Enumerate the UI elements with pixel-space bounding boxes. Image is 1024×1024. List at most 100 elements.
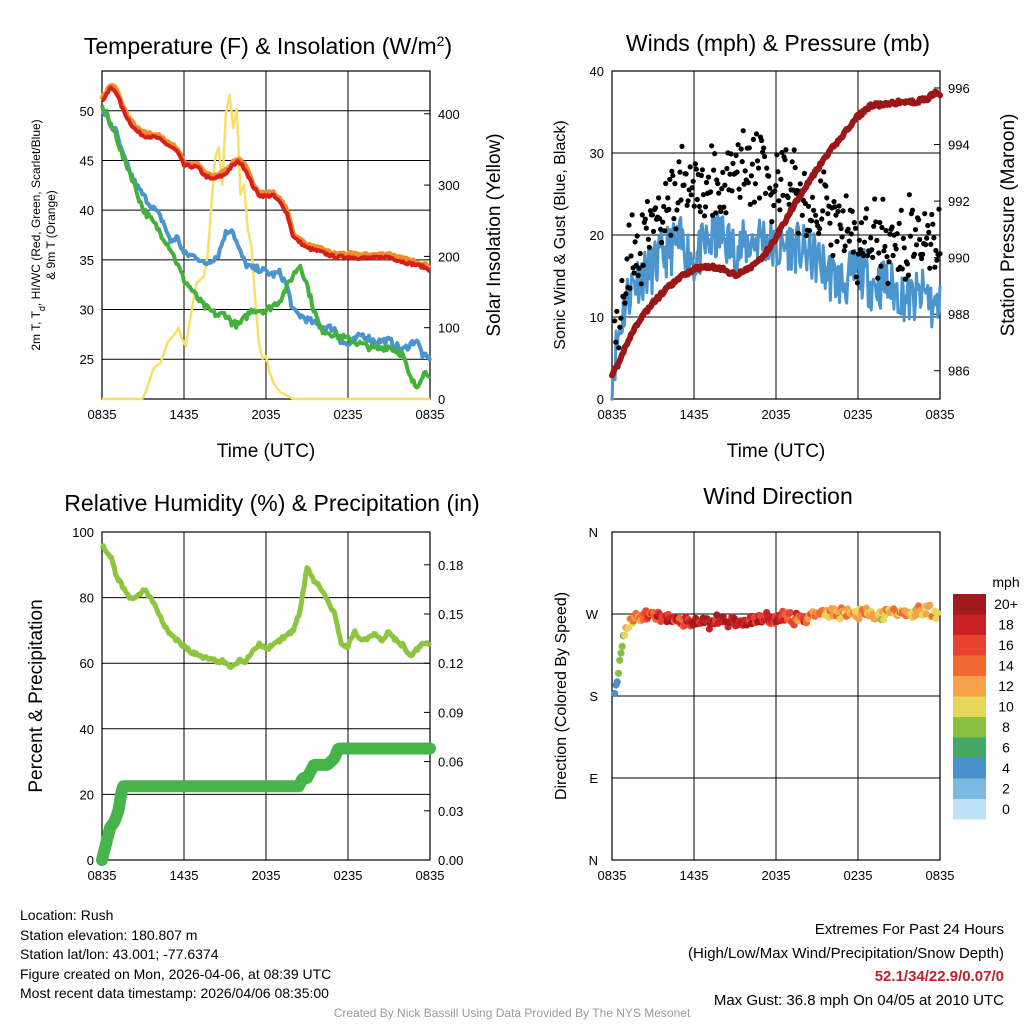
gust-point [753, 131, 760, 137]
insolation-y-tick-label: 400 [438, 107, 460, 122]
speed-legend-label: 14 [998, 658, 1014, 674]
gust-point [902, 276, 908, 282]
gust-point [884, 254, 890, 260]
gust-point [923, 242, 929, 248]
gust-point [766, 173, 772, 179]
gust-point [873, 219, 879, 225]
wind-x-tick-label: 2035 [762, 407, 791, 422]
gust-point [745, 180, 751, 186]
direction-y-tick-label: E [589, 771, 598, 786]
direction-x-tick-label: 2035 [762, 868, 791, 883]
gust-point [907, 233, 914, 239]
temperature-x-axis-label: Time (UTC) [217, 441, 316, 462]
gust-point [640, 262, 646, 268]
speed-legend-label: 4 [1002, 760, 1010, 776]
speed-legend-label: 0 [1002, 801, 1010, 817]
precip-y-tick-label: 0.15 [438, 607, 463, 622]
gust-point [702, 204, 709, 210]
pressure-y-tick-label: 994 [948, 138, 970, 153]
speed-legend-swatch [953, 717, 986, 738]
gust-point [729, 188, 735, 194]
gust-point [929, 211, 935, 218]
gust-point [691, 203, 697, 209]
speed-legend-swatch [953, 696, 986, 717]
gust-point [813, 212, 819, 218]
gust-point [801, 170, 808, 177]
direction-point [911, 612, 919, 620]
gust-point [894, 231, 900, 237]
speed-legend-label: 12 [998, 678, 1014, 694]
gust-point [789, 159, 795, 165]
gust-point [670, 172, 676, 179]
gust-point [932, 264, 938, 270]
gust-point [690, 178, 696, 184]
temperature-y-tick-label: 40 [80, 203, 94, 218]
gust-point [719, 186, 725, 192]
gust-point [631, 270, 637, 276]
speed-legend-swatch [953, 799, 986, 820]
speed-legend-swatch [953, 676, 986, 697]
gust-point [917, 236, 923, 243]
humidity-x-tick-label: 2035 [252, 868, 281, 883]
gust-point [727, 171, 733, 177]
humidity-chart: 0 20 40 60 80 100 0.00 0.03 0.06 0.09 0.12 0.15 0.18… [26, 490, 480, 883]
gust-point [889, 224, 895, 230]
gust-point [868, 235, 874, 241]
gust-point [780, 192, 786, 198]
temperature-y-tick-label: 45 [80, 153, 94, 168]
temperature-y-tick-label: 50 [80, 104, 94, 119]
temperature-x-tick-label: 1435 [170, 407, 199, 422]
direction-point [613, 678, 621, 686]
gust-point [747, 201, 753, 207]
gust-point [876, 250, 882, 256]
pressure-y-tick-label: 988 [948, 307, 970, 322]
gust-point [909, 207, 916, 213]
gust-point [701, 213, 708, 219]
speed-legend-swatch [953, 655, 986, 676]
gust-point [816, 230, 822, 236]
speed-legend-label: 20+ [994, 596, 1018, 612]
wind-x-axis-label: Time (UTC) [727, 441, 826, 462]
speed-legend-title: mph [992, 574, 1019, 590]
gust-point [899, 266, 905, 272]
title-end: ) [444, 33, 452, 59]
gust-point [839, 234, 845, 240]
gust-point [622, 300, 628, 306]
gust-point [717, 204, 723, 210]
gust-point [750, 136, 757, 142]
gust-point [787, 181, 793, 187]
temperature-chart-title: Temperature (F) & Insolation (W/m2) [84, 33, 452, 59]
winds-chart: 0 10 20 30 40 986 988 990 992 994 996 0835 1435 2035 0… [552, 30, 1019, 462]
temperature-y-tick-label: 30 [80, 303, 94, 318]
gust-point [799, 212, 805, 218]
direction-x-tick-label: 0835 [598, 868, 627, 883]
gust-point [681, 182, 687, 188]
gust-point [667, 176, 673, 183]
extremes-values: 52.1/34/22.9/0.07/0 [874, 968, 1004, 985]
gust-point [820, 208, 826, 214]
gust-point [814, 219, 820, 225]
insolation-y-tick-label: 0 [438, 392, 445, 407]
gust-point [708, 189, 714, 195]
gust-point [911, 251, 918, 257]
humidity-y-tick-label: 40 [80, 722, 94, 737]
insolation-y-tick-label: 300 [438, 178, 460, 193]
gust-point [697, 209, 704, 215]
gust-point [693, 166, 699, 172]
gust-point [762, 153, 768, 160]
gust-point [922, 211, 928, 217]
precip-y-tick-label: 0.03 [438, 804, 463, 819]
gust-point [751, 199, 758, 205]
gust-point [657, 216, 663, 222]
precip-y-tick-label: 0.18 [438, 558, 463, 573]
gust-point [865, 252, 871, 259]
gust-point [783, 147, 789, 153]
gust-point [825, 211, 831, 217]
gust-point [912, 227, 919, 233]
gust-point [795, 230, 801, 236]
humidity-x-tick-label: 0235 [334, 868, 363, 883]
gust-point [879, 224, 885, 231]
gust-point [679, 143, 685, 149]
direction-point [611, 689, 619, 698]
